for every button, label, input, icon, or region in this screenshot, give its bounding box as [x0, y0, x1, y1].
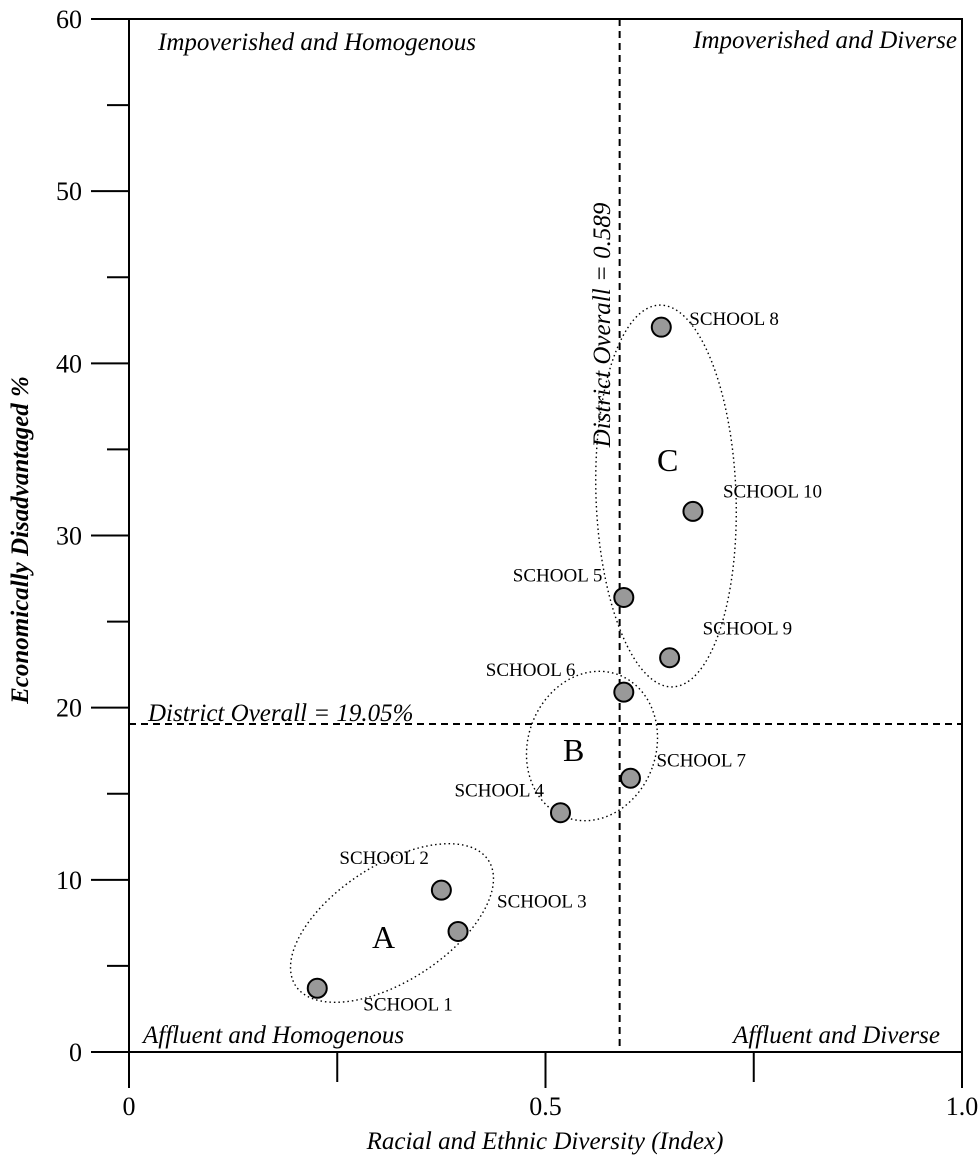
data-point	[650, 316, 672, 338]
x-tick-label: 1.0	[946, 1092, 979, 1121]
quadrant-label-top-right: Impoverished and Diverse	[692, 27, 957, 54]
data-point-label: SCHOOL 7	[656, 750, 746, 771]
data-point-labels: SCHOOL 1 SCHOOL 2 SCHOOL 3 SCHOOL 4 SCHOOL 5…	[339, 309, 822, 1015]
data-point-label: SCHOOL 4	[454, 781, 544, 802]
group-label-c: C	[657, 442, 678, 478]
data-point	[430, 879, 452, 901]
data-points	[306, 316, 704, 999]
x-axis-title: Racial and Ethnic Diversity (Index)	[366, 1128, 724, 1155]
y-tick-label: 50	[56, 177, 82, 206]
y-tick-label: 30	[56, 522, 82, 551]
reference-label-diversity: District Overall = 0.589	[589, 202, 616, 448]
group-a-ellipse	[289, 842, 495, 1004]
data-point-label: SCHOOL 2	[339, 848, 429, 869]
data-point-label: SCHOOL 3	[497, 891, 587, 912]
data-point	[659, 647, 681, 669]
y-axis-title: Economically Disadvantaged %	[7, 376, 34, 705]
group-label-a: A	[372, 919, 395, 955]
data-point	[306, 977, 328, 999]
x-axis: 0 0.5 1.0	[123, 1052, 979, 1121]
x-tick-label: 0.5	[529, 1092, 562, 1121]
quadrant-label-bottom-right: Affluent and Diverse	[731, 1022, 940, 1049]
quadrant-label-top-left: Impoverished and Homogenous	[157, 29, 476, 56]
group-label-b: B	[563, 732, 584, 768]
data-point	[613, 586, 635, 608]
data-point-label: SCHOOL 1	[363, 994, 453, 1015]
group-ellipses	[289, 304, 737, 1004]
data-point	[682, 500, 704, 522]
data-point	[613, 681, 635, 703]
y-axis: 0 10 20 30 40 50 60	[56, 5, 129, 1067]
reference-label-disadvantaged: District Overall = 19.05%	[147, 700, 413, 727]
data-point-label: SCHOOL 5	[513, 565, 603, 586]
quadrant-label-bottom-left: Affluent and Homogenous	[141, 1022, 404, 1049]
y-tick-label: 20	[56, 694, 82, 723]
data-point-label: SCHOOL 6	[486, 660, 576, 681]
y-tick-label: 40	[56, 349, 82, 378]
data-point-label: SCHOOL 8	[689, 309, 779, 330]
data-point	[549, 802, 571, 824]
group-c-ellipse	[595, 304, 737, 688]
group-b-ellipse	[525, 670, 659, 822]
y-tick-label: 0	[69, 1038, 82, 1067]
y-tick-label: 60	[56, 5, 82, 34]
data-point	[447, 920, 469, 942]
data-point-label: SCHOOL 10	[723, 481, 822, 502]
data-point-label: SCHOOL 9	[703, 619, 793, 640]
data-point	[619, 767, 641, 789]
x-tick-label: 0	[123, 1092, 136, 1121]
y-tick-label: 10	[56, 866, 82, 895]
